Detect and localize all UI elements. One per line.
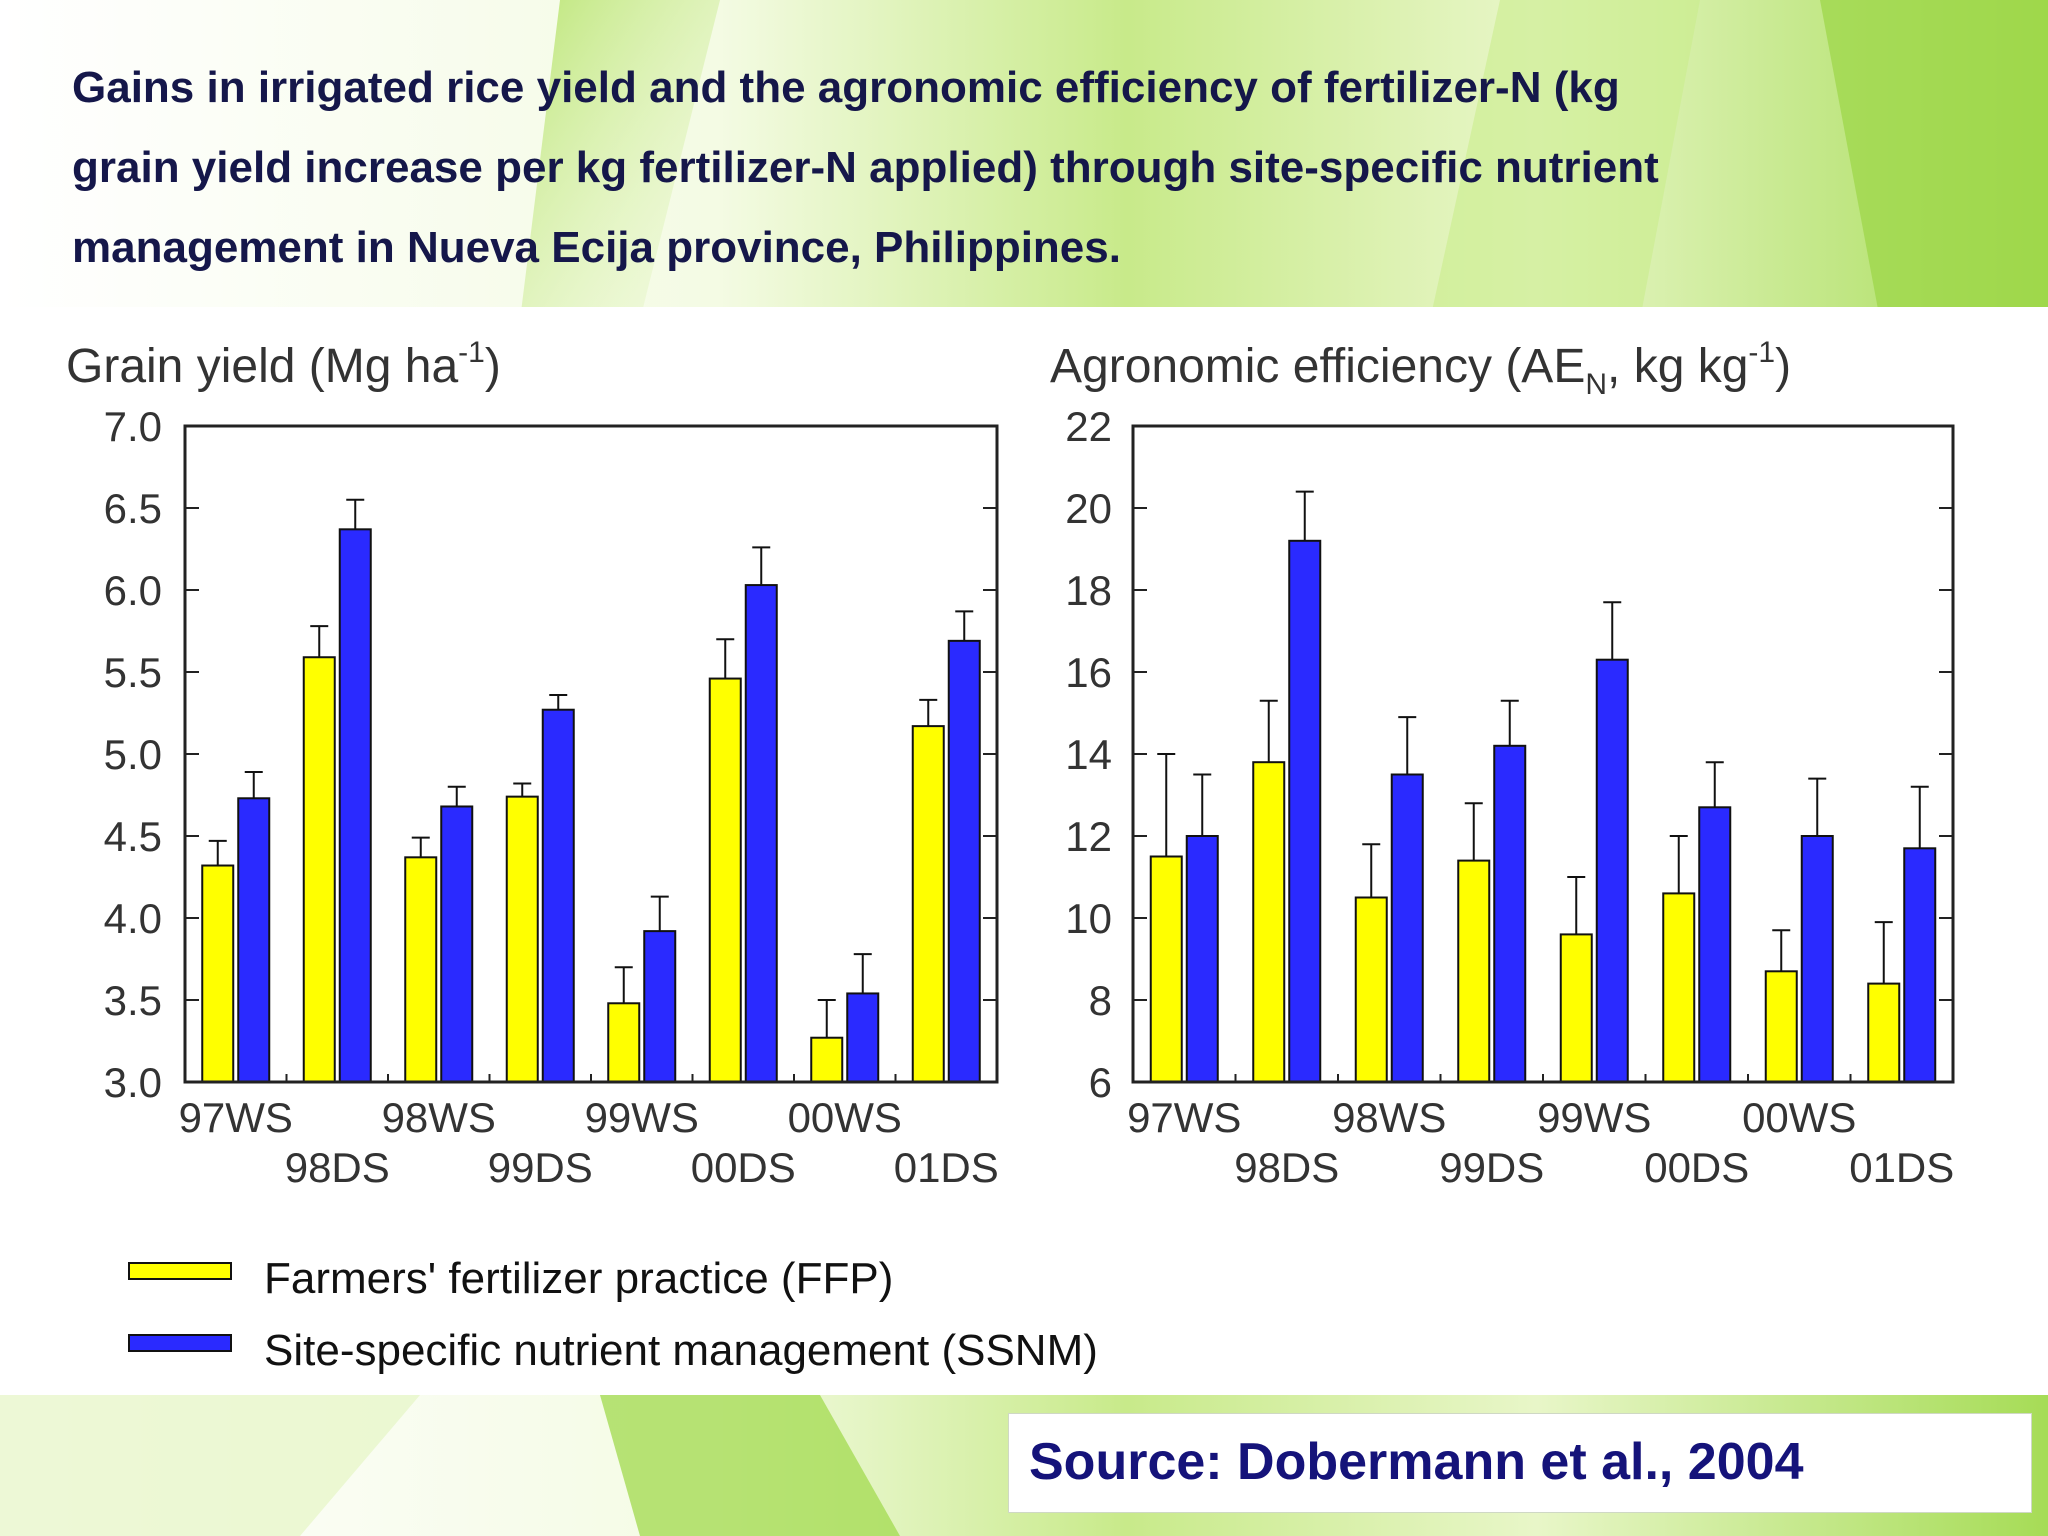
- bar-ssnm: [1493, 744, 1527, 1083]
- charts-canvas: Grain yield (Mg ha-1)3.03.54.04.55.05.56…: [66, 336, 1955, 1191]
- source-box: Source: Dobermann et al., 2004: [1008, 1413, 2032, 1513]
- title-text: , kg kg: [1607, 340, 1748, 393]
- y-tick-label: 6.0: [104, 567, 162, 614]
- bar-ffp: [1559, 933, 1593, 1084]
- bar-ffp: [505, 795, 539, 1083]
- bar-ssnm: [338, 528, 372, 1083]
- legend-swatch-ffp: [128, 1262, 232, 1280]
- x-tick-label: 99DS: [488, 1144, 593, 1191]
- y-tick-label: 18: [1065, 567, 1112, 614]
- bar-ssnm: [1800, 835, 1834, 1083]
- leaf-shape: [600, 1395, 900, 1536]
- bar-ssnm: [643, 930, 677, 1083]
- bar-ssnm: [237, 797, 271, 1083]
- bar-ssnm: [541, 708, 575, 1083]
- x-tick-label: 99WS: [1537, 1094, 1651, 1141]
- title-text: Agronomic efficiency (AE: [1050, 340, 1585, 393]
- bar-ssnm: [440, 805, 474, 1083]
- x-tick-label: 98DS: [285, 1144, 390, 1191]
- x-tick-label: 00DS: [1644, 1144, 1749, 1191]
- x-tick-label: 01DS: [1849, 1144, 1954, 1191]
- bar-ssnm: [846, 992, 880, 1083]
- bar-ssnm: [1185, 835, 1219, 1083]
- title-superscript: -1: [458, 336, 485, 369]
- y-tick-label: 20: [1065, 485, 1112, 532]
- chart-agronomic-efficiency: Agronomic efficiency (AEN, kg kg-1) 6 8 10 1…: [1050, 336, 1955, 1191]
- y-tick-label: 22: [1065, 403, 1112, 450]
- title-text: ): [485, 340, 501, 393]
- bar-ffp: [810, 1036, 844, 1083]
- x-tick-label: 01DS: [894, 1144, 999, 1191]
- y-tick-label: 7.0: [104, 403, 162, 450]
- source-citation: Source: Dobermann et al., 2004: [1029, 1433, 1804, 1491]
- bar-ssnm: [1390, 773, 1424, 1083]
- chart-grain-yield: Grain yield (Mg ha-1) 3.0 3.5 4.0 4.5 5.0 5.5 6…: [66, 336, 999, 1191]
- x-tick-label: 00WS: [1742, 1094, 1856, 1141]
- x-tick-label: 97WS: [179, 1094, 293, 1141]
- bar-ffp: [302, 656, 336, 1083]
- y-tick-label: 5.5: [104, 649, 162, 696]
- title-text: Grain yield (Mg ha: [66, 340, 458, 393]
- title-superscript: -1: [1748, 336, 1775, 369]
- bar-ffp: [1354, 896, 1388, 1083]
- bar-ffp: [708, 677, 742, 1083]
- bar-ffp: [1252, 761, 1286, 1083]
- bar-ffp: [404, 856, 438, 1083]
- title-line: Gains in irrigated rice yield and the ag…: [72, 63, 1620, 112]
- bar-ffp: [1457, 859, 1491, 1083]
- leaf-shape: [520, 0, 720, 320]
- figure-panel: Grain yield (Mg ha-1) 3.0 3.5 4.0 4.5 5.0 5.5 6…: [0, 307, 2048, 1395]
- title-subscript: N: [1585, 368, 1607, 401]
- slide-title: Gains in irrigated rice yield and the ag…: [72, 48, 1972, 288]
- x-tick-label: 98WS: [382, 1094, 496, 1141]
- x-tick-label: 98DS: [1234, 1144, 1339, 1191]
- leaf-shape: [0, 1395, 420, 1536]
- bar-ssnm: [947, 639, 981, 1083]
- bar-ssnm: [744, 584, 778, 1083]
- legend-swatch-ssnm: [128, 1334, 232, 1352]
- bar-ffp: [1662, 892, 1696, 1084]
- leaf-shape: [1820, 0, 2048, 320]
- chart-title: Agronomic efficiency (AEN, kg kg-1): [1050, 336, 1791, 401]
- bar-ssnm: [1288, 539, 1322, 1084]
- legend-label-ssnm: Site-specific nutrient management (SSNM): [264, 1326, 1098, 1375]
- y-tick-label: 3.0: [104, 1059, 162, 1106]
- title-line: grain yield increase per kg fertilizer-N…: [72, 143, 1659, 192]
- y-tick-label: 14: [1065, 731, 1112, 778]
- legend-label-ffp: Farmers' fertilizer practice (FFP): [264, 1254, 894, 1303]
- x-tick-label: 99WS: [585, 1094, 699, 1141]
- bar-ffp: [1764, 970, 1798, 1083]
- bar-ssnm: [1698, 806, 1732, 1083]
- leaf-shape: [1430, 0, 1700, 320]
- y-tick-label: 5.0: [104, 731, 162, 778]
- x-tick-label: 00DS: [691, 1144, 796, 1191]
- y-tick-label: 6: [1089, 1059, 1112, 1106]
- bar-ffp: [1149, 855, 1183, 1083]
- title-line: management in Nueva Ecija province, Phil…: [72, 223, 1121, 272]
- chart-title: Grain yield (Mg ha-1): [66, 336, 501, 393]
- x-tick-label: 98WS: [1332, 1094, 1446, 1141]
- bar-ssnm: [1903, 847, 1937, 1083]
- y-tick-label: 4.5: [104, 813, 162, 860]
- y-tick-label: 4.0: [104, 895, 162, 942]
- bar-ssnm: [1595, 658, 1629, 1083]
- y-tick-label: 12: [1065, 813, 1112, 860]
- x-tick-label: 99DS: [1439, 1144, 1544, 1191]
- x-tick-label: 97WS: [1127, 1094, 1241, 1141]
- bar-ffp: [607, 1002, 641, 1084]
- bar-ffp: [911, 725, 945, 1083]
- y-tick-label: 16: [1065, 649, 1112, 696]
- bar-ffp: [201, 864, 235, 1084]
- y-tick-label: 6.5: [104, 485, 162, 532]
- title-text: ): [1775, 340, 1791, 393]
- y-tick-label: 10: [1065, 895, 1112, 942]
- x-tick-label: 00WS: [788, 1094, 902, 1141]
- bar-ffp: [1867, 982, 1901, 1083]
- y-tick-label: 3.5: [104, 977, 162, 1024]
- y-tick-label: 8: [1089, 977, 1112, 1024]
